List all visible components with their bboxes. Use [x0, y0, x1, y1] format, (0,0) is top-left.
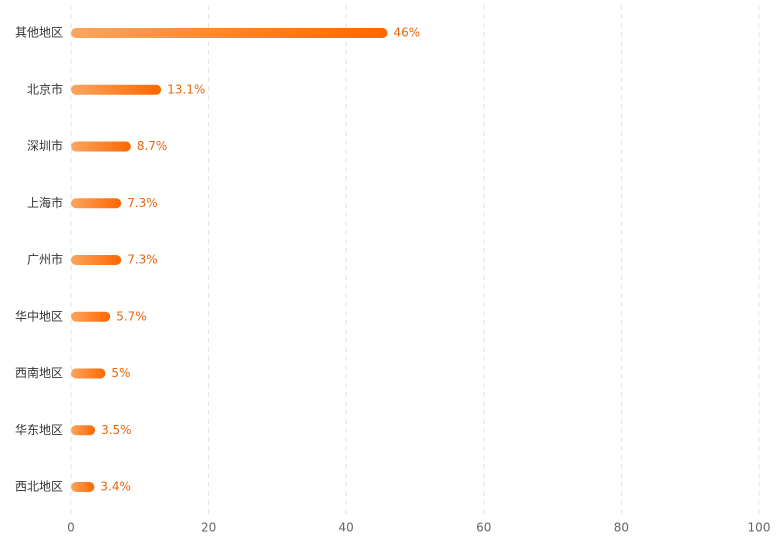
- value-label: 5.7%: [116, 309, 147, 323]
- value-label: 7.3%: [127, 196, 158, 210]
- bar: [71, 141, 131, 152]
- x-tick-label: 0: [67, 521, 75, 535]
- value-label: 13.1%: [167, 82, 205, 96]
- y-tick-label: 深圳市: [27, 138, 63, 153]
- bar: [71, 425, 96, 436]
- value-label: 5%: [111, 366, 130, 380]
- y-tick-label: 华中地区: [15, 308, 63, 323]
- value-label: 7.3%: [127, 253, 158, 267]
- x-tick-label: 60: [476, 521, 491, 535]
- value-label: 3.5%: [101, 423, 132, 437]
- x-tick-label: 20: [201, 521, 216, 535]
- bar: [71, 311, 111, 322]
- value-label: 3.4%: [100, 480, 131, 494]
- bar: [71, 28, 388, 38]
- y-tick-label: 广州市: [27, 252, 63, 267]
- bar: [71, 482, 95, 492]
- y-tick-label: 北京市: [27, 81, 63, 96]
- x-tick-label: 40: [339, 521, 354, 535]
- y-tick-label: 西南地区: [15, 365, 63, 380]
- bar: [71, 84, 162, 95]
- value-label: 8.7%: [137, 139, 168, 153]
- y-tick-label: 其他地区: [15, 26, 63, 40]
- bar: [71, 255, 122, 265]
- x-tick-label: 80: [614, 521, 629, 535]
- value-label: 46%: [393, 26, 420, 40]
- bar: [71, 198, 122, 209]
- y-tick-label: 上海市: [27, 195, 63, 210]
- x-tick-label: 100: [748, 521, 771, 535]
- y-tick-label: 华东地区: [15, 423, 63, 437]
- bar: [71, 368, 106, 379]
- y-tick-label: 西北地区: [15, 480, 63, 494]
